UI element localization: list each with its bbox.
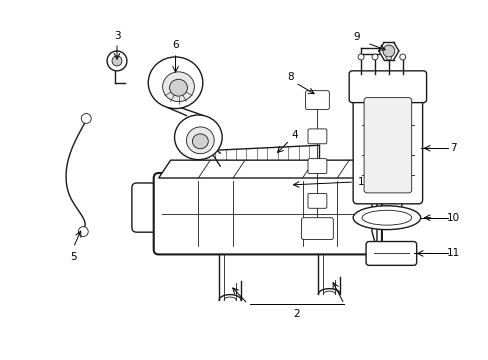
- FancyBboxPatch shape: [153, 173, 381, 255]
- Polygon shape: [371, 160, 376, 249]
- Text: 2: 2: [293, 309, 299, 319]
- FancyBboxPatch shape: [366, 242, 416, 265]
- Ellipse shape: [186, 127, 214, 154]
- Circle shape: [107, 51, 127, 71]
- Circle shape: [399, 54, 405, 60]
- FancyBboxPatch shape: [348, 71, 426, 103]
- FancyBboxPatch shape: [305, 91, 328, 109]
- FancyBboxPatch shape: [307, 129, 326, 144]
- Text: 8: 8: [287, 72, 293, 82]
- Circle shape: [371, 54, 377, 60]
- FancyBboxPatch shape: [307, 193, 326, 208]
- Circle shape: [357, 54, 364, 60]
- Text: 11: 11: [446, 248, 459, 258]
- Ellipse shape: [174, 115, 222, 159]
- Polygon shape: [158, 160, 376, 178]
- Circle shape: [382, 45, 394, 57]
- FancyBboxPatch shape: [352, 92, 422, 204]
- Ellipse shape: [192, 134, 208, 149]
- Circle shape: [78, 227, 88, 237]
- FancyBboxPatch shape: [307, 159, 326, 174]
- Text: 6: 6: [172, 40, 179, 50]
- Text: 5: 5: [70, 252, 77, 262]
- Text: 3: 3: [113, 31, 120, 41]
- Text: 9: 9: [353, 32, 360, 42]
- FancyBboxPatch shape: [132, 183, 169, 232]
- Circle shape: [112, 56, 122, 66]
- FancyBboxPatch shape: [301, 218, 333, 239]
- Ellipse shape: [169, 79, 187, 96]
- FancyBboxPatch shape: [366, 183, 401, 229]
- Circle shape: [385, 54, 391, 60]
- Circle shape: [81, 113, 91, 123]
- Text: 10: 10: [446, 213, 459, 223]
- FancyBboxPatch shape: [364, 98, 411, 193]
- Text: 1: 1: [357, 177, 364, 187]
- Text: 7: 7: [449, 143, 456, 153]
- Ellipse shape: [148, 57, 203, 109]
- Ellipse shape: [163, 72, 194, 102]
- Ellipse shape: [352, 206, 420, 230]
- Ellipse shape: [361, 210, 411, 225]
- Text: 4: 4: [291, 130, 297, 140]
